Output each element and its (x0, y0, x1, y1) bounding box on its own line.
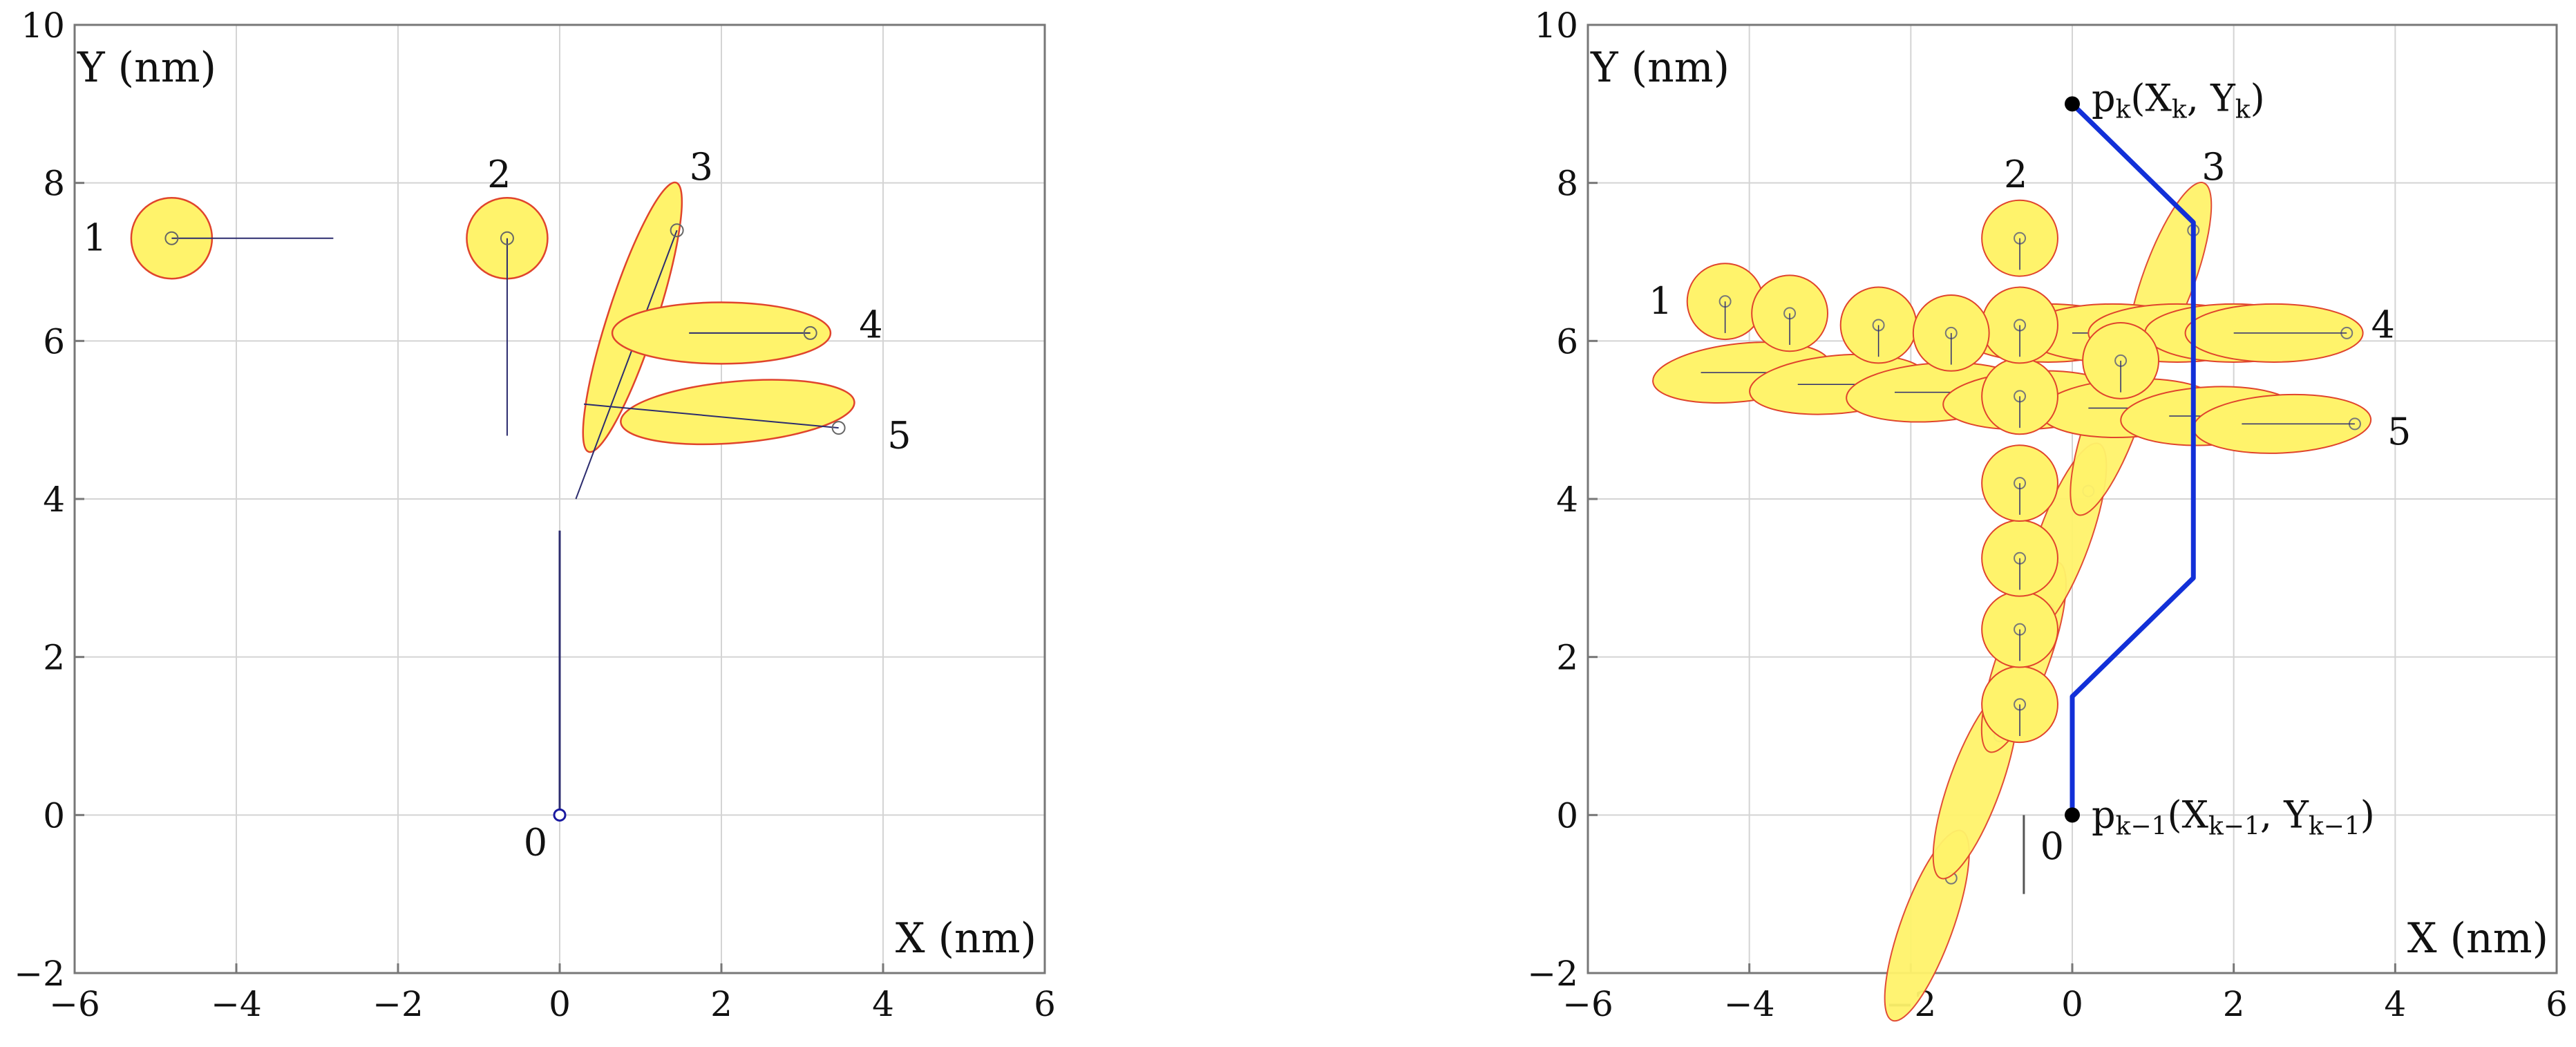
x-tick-label: −6 (1562, 984, 1613, 1024)
x-tick-label: −4 (211, 984, 262, 1024)
x-tick-label: 6 (1034, 984, 1056, 1024)
end-point-label-part: k (2116, 95, 2132, 124)
end-point-label-part: ) (2251, 76, 2265, 120)
x-tick-label: −4 (1724, 984, 1775, 1024)
object-label: 3 (2201, 145, 2225, 189)
x-axis-title: X (nm) (2407, 914, 2548, 963)
end-point-label-part: (X (2130, 76, 2172, 120)
object-label: 3 (690, 145, 713, 189)
x-tick-label: 4 (2384, 984, 2406, 1024)
x-axis-title: X (nm) (896, 914, 1036, 963)
y-tick-label: 8 (1556, 164, 1578, 204)
y-tick-label: 4 (43, 480, 65, 520)
center-dot (164, 231, 179, 245)
start-point-label-part: k−1 (2309, 812, 2360, 840)
center-dot (831, 421, 846, 435)
y-tick-label: 2 (1556, 638, 1578, 678)
end-point-label-part: , Y (2187, 76, 2236, 120)
y-tick-label: 2 (43, 638, 65, 678)
y-tick-label: 6 (1556, 321, 1578, 361)
object-label: 4 (2371, 303, 2395, 346)
y-tick-label: 8 (43, 164, 65, 204)
x-tick-label: 6 (2546, 984, 2568, 1024)
object-label: 0 (524, 820, 547, 864)
end-point-label: pk(Xk, Yk) (2092, 76, 2265, 124)
center-dot (500, 231, 514, 245)
y-axis-title: Y (nm) (77, 44, 216, 92)
x-tick-label: 4 (872, 984, 894, 1024)
y-tick-label: 4 (1556, 480, 1578, 520)
heading-line (584, 403, 839, 429)
x-tick-label: 0 (549, 984, 571, 1024)
y-tick-label: −2 (14, 954, 65, 994)
object-label: 5 (887, 414, 911, 458)
center-dot (803, 326, 817, 340)
x-tick-label: −6 (49, 984, 100, 1024)
left-panel: −6 −4 −2 0 2 4 6 −2 0 2 4 6 8 10 Y (nm) X (nm) 0 1 2 3 4 5 (14, 6, 1056, 1024)
center-dot (670, 223, 684, 238)
start-point-label-part: p (2092, 793, 2116, 836)
end-point-label-part: p (2092, 76, 2116, 120)
start-point-label-part: ) (2360, 793, 2375, 836)
x-tick-label: −2 (372, 984, 424, 1024)
object-label: 2 (2004, 153, 2027, 196)
heading-line (575, 229, 678, 500)
y-tick-label: −2 (1527, 954, 1578, 994)
start-point-label-part: k−1 (2116, 812, 2168, 840)
end-point (2065, 96, 2080, 112)
object-label: 5 (2387, 410, 2411, 453)
start-point (2065, 807, 2080, 823)
object-label: 1 (83, 216, 106, 260)
start-point-label-part: k−1 (2208, 812, 2260, 840)
object-label: 2 (487, 153, 511, 196)
y-tick-label: 6 (43, 321, 65, 361)
trajectory-path (2070, 102, 2196, 815)
x-tick-label: 0 (2061, 984, 2083, 1024)
end-point-label-part: k (2235, 95, 2251, 124)
start-point-label-part: , Y (2260, 793, 2309, 836)
y-axis-title: Y (nm) (1590, 44, 1730, 92)
y-tick-label: 10 (21, 6, 65, 46)
object-label: 4 (859, 303, 882, 346)
start-point-label-part: (X (2167, 793, 2208, 836)
x-tick-label: 2 (710, 984, 732, 1024)
y-tick-label: 0 (43, 795, 65, 836)
origin-marker (553, 808, 567, 822)
y-tick-label: 0 (1556, 795, 1578, 836)
y-tick-label: 10 (1534, 6, 1578, 46)
start-point-label: pk−1(Xk−1, Yk−1) (2092, 793, 2375, 840)
object-label: 1 (1649, 279, 1672, 323)
object-ellipse (620, 379, 855, 446)
object-label: 0 (2040, 824, 2064, 868)
x-tick-label: 2 (2223, 984, 2245, 1024)
end-point-label-part: k (2172, 95, 2188, 124)
